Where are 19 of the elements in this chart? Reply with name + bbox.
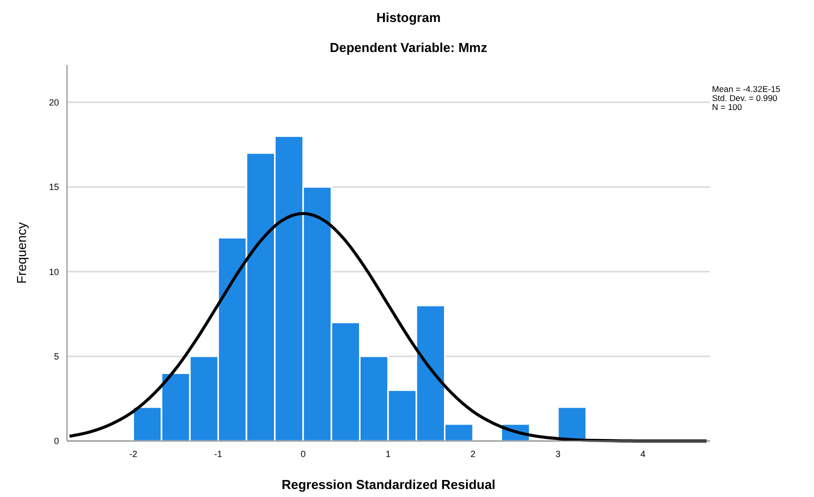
chart-title: Histogram — [376, 10, 441, 25]
y-tick-label: 5 — [54, 351, 59, 362]
x-axis-title: Regression Standardized Residual — [282, 477, 496, 492]
y-tick-label: 10 — [48, 266, 59, 277]
x-tick-label: 3 — [555, 449, 560, 459]
y-tick-label: 0 — [54, 436, 59, 446]
y-tick-label: 20 — [48, 97, 59, 108]
y-axis-title: Frequency — [14, 222, 29, 284]
x-tick-label: -1 — [214, 449, 222, 459]
y-tick-label: 15 — [48, 182, 59, 192]
x-tick-label: 2 — [470, 449, 476, 459]
x-tick-label: 1 — [386, 449, 391, 459]
x-tick-label: 4 — [640, 449, 646, 459]
chart-subtitle: Dependent Variable: Mmz — [330, 40, 488, 55]
x-tick-label: 0 — [300, 449, 306, 459]
text: Std. Dev. = 0.990 — [712, 93, 778, 103]
text: Mean = -4.32E-15 — [712, 84, 781, 94]
x-tick-label: -2 — [129, 449, 138, 459]
text: N = 100 — [712, 102, 742, 112]
